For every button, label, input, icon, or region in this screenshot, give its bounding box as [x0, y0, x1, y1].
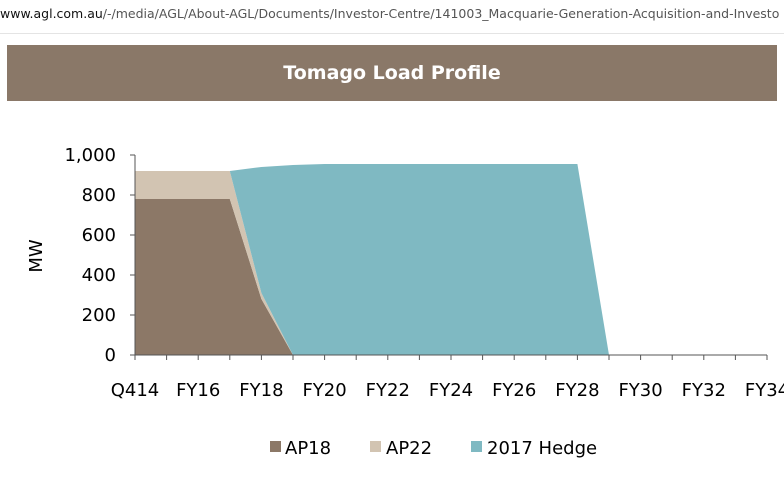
x-tick-label: FY34 [745, 380, 784, 401]
x-tick-label: FY16 [176, 380, 220, 401]
x-tick-label: FY32 [682, 380, 726, 401]
x-tick-label: FY24 [429, 380, 473, 401]
y-tick-label: 0 [105, 345, 116, 366]
legend-label-2017-hedge: 2017 Hedge [487, 438, 597, 459]
x-tick-label: FY22 [366, 380, 410, 401]
chart-title-banner: Tomago Load Profile [7, 45, 777, 101]
legend-label-ap22: AP22 [386, 438, 432, 459]
x-tick-label: FY18 [239, 380, 283, 401]
area-2017-hedge [135, 164, 767, 355]
legend-label-ap18: AP18 [285, 438, 331, 459]
axes [130, 154, 768, 360]
x-tick-label: Q414 [111, 380, 160, 401]
y-tick-label: 1,000 [64, 145, 116, 166]
legend: AP18 AP22 2017 Hedge [270, 438, 597, 459]
y-tick-labels: 0 200 400 600 800 1,000 [64, 145, 116, 366]
y-tick-label: 600 [82, 225, 116, 246]
url-host: www.agl.com.au [0, 6, 103, 21]
legend-swatch-ap18 [270, 441, 281, 452]
x-tick-label: FY28 [555, 380, 599, 401]
chart-title: Tomago Load Profile [283, 62, 501, 84]
area-ap18 [135, 199, 767, 355]
legend-swatch-2017-hedge [471, 441, 482, 452]
x-tick-labels: Q414 FY16 FY18 FY20 FY22 FY24 FY26 FY28 FY30 FY32… [111, 380, 784, 401]
x-tick-label: FY26 [492, 380, 536, 401]
y-tick-label: 400 [82, 265, 116, 286]
legend-swatch-ap22 [370, 441, 381, 452]
url-path: /-/media/AGL/About-AGL/Documents/Investo… [102, 6, 780, 21]
y-tick-label: 200 [82, 305, 116, 326]
y-axis-label: MW [26, 239, 47, 273]
area-ap22 [135, 171, 767, 355]
y-tick-label: 800 [82, 185, 116, 206]
x-tick-label: FY30 [618, 380, 662, 401]
x-tick-label: FY20 [302, 380, 346, 401]
url-bar[interactable]: www.agl.com.au/-/media/AGL/About-AGL/Doc… [0, 0, 784, 34]
plot-areas [135, 164, 767, 355]
